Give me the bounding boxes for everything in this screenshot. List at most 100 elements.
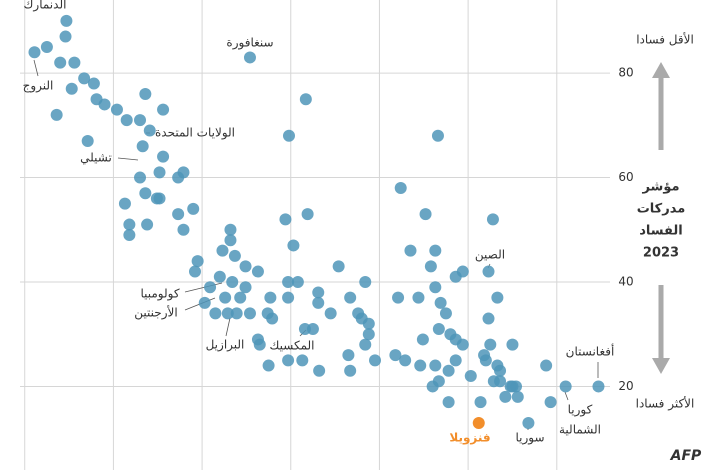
point [491, 291, 504, 304]
leader-line [225, 317, 231, 337]
point [362, 328, 375, 341]
point [81, 135, 94, 147]
point [394, 182, 407, 194]
point [439, 307, 452, 320]
point [299, 93, 312, 106]
leader-line [564, 391, 569, 401]
source: AFP [670, 448, 702, 464]
point [474, 396, 487, 409]
point [482, 265, 495, 278]
point [456, 338, 469, 351]
point [219, 291, 232, 304]
point [157, 150, 170, 163]
point [392, 291, 405, 304]
point [559, 380, 572, 393]
point [234, 291, 247, 304]
point [456, 265, 469, 278]
point [312, 296, 325, 309]
leader-line [33, 59, 39, 77]
chart-title: 2023 [643, 246, 679, 261]
point [172, 171, 185, 184]
y-tick-label: 20 [618, 379, 633, 393]
point [68, 56, 81, 69]
leader-line [184, 282, 223, 293]
y-tick-label: 40 [618, 275, 633, 289]
point [209, 307, 222, 320]
point [198, 296, 211, 309]
point [296, 354, 309, 367]
point [224, 223, 237, 236]
point [332, 260, 345, 273]
point [87, 77, 100, 90]
point [419, 208, 432, 221]
point [123, 229, 136, 241]
point [429, 359, 442, 372]
point [313, 364, 326, 377]
point [282, 291, 295, 304]
annotation: سوريا [515, 431, 544, 446]
point [362, 317, 375, 330]
point [110, 103, 123, 116]
point [544, 396, 557, 409]
point [204, 281, 217, 294]
point [40, 41, 53, 53]
point [153, 192, 166, 205]
chart-title: مؤشر [641, 180, 679, 195]
point [28, 46, 41, 59]
annotation: الصين [475, 248, 505, 263]
point [262, 359, 275, 372]
point [118, 197, 131, 210]
plot: 20 40 60 80 مؤشر مدركات الفساد 2023 الدنمارك النر… [20, 0, 685, 470]
point [344, 364, 357, 377]
point [239, 260, 252, 273]
annotation: سنغافورة [226, 36, 273, 51]
point [399, 354, 412, 367]
point [279, 213, 292, 226]
point [434, 296, 447, 309]
point [120, 114, 133, 127]
annotation: فنزويلا [449, 431, 490, 446]
point [177, 223, 190, 236]
point [157, 103, 170, 116]
point [312, 286, 325, 299]
point [359, 338, 372, 351]
annotation: أفغانستان [566, 344, 615, 359]
point [282, 129, 295, 142]
point [187, 202, 200, 215]
leader-line [117, 157, 139, 161]
y-tick-label: 60 [618, 170, 633, 184]
point [472, 417, 485, 429]
point [143, 124, 156, 137]
point [134, 114, 147, 127]
point [416, 333, 429, 346]
point [412, 291, 425, 304]
point [139, 88, 152, 100]
point [484, 338, 497, 351]
point [324, 307, 337, 320]
point [511, 390, 524, 403]
point [482, 312, 495, 325]
point [424, 260, 437, 273]
point [540, 359, 553, 372]
point [123, 218, 136, 231]
top-label: الأقل فسادا [636, 32, 694, 47]
annotation: الدنمارك [24, 0, 67, 13]
point [188, 265, 201, 278]
point [50, 108, 63, 121]
y-tick-label: 80 [618, 66, 633, 80]
axis-arrows [652, 62, 670, 374]
point [78, 72, 91, 85]
annotation: الأرجنتين [134, 305, 177, 321]
point [522, 417, 535, 429]
point [226, 276, 239, 288]
point [228, 249, 241, 262]
point [444, 328, 457, 341]
point [506, 380, 519, 393]
point [442, 364, 455, 377]
bottom-label: الأكثر فسادا [636, 396, 695, 412]
point [253, 338, 266, 351]
annotation: النروج [23, 79, 54, 94]
point [213, 270, 226, 283]
annotation: البرازيل [206, 338, 245, 353]
